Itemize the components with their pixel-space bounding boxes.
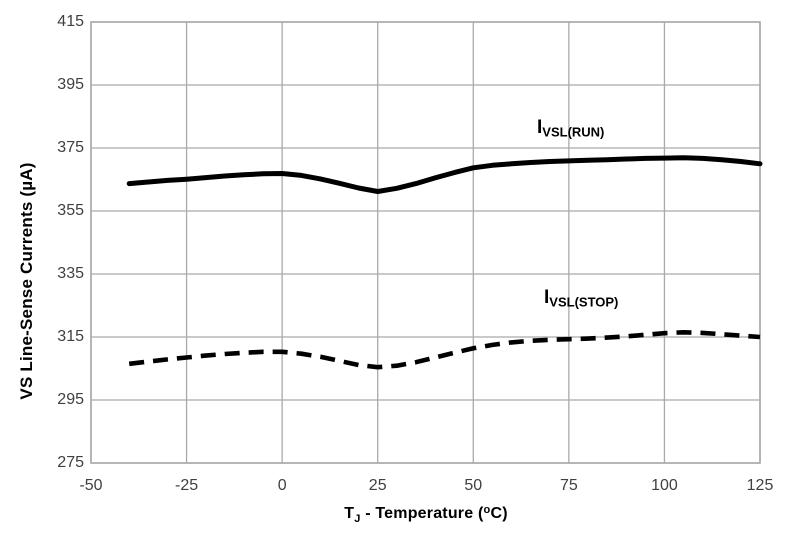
- y-axis-title-text: VS Line-Sense Currents (µA): [17, 162, 36, 400]
- x-axis-title-mid: - Temperature (: [360, 504, 484, 522]
- series-label-stop-symbol: I: [544, 287, 550, 308]
- series-label-run: IVSL(RUN): [537, 117, 604, 139]
- x-axis-title-subscript: J: [354, 512, 361, 525]
- x-axis-title-superscript: o: [483, 504, 491, 516]
- series-label-run-subscript: VSL(RUN): [542, 124, 605, 140]
- series-label-stop-subscript: VSL(STOP): [549, 294, 619, 310]
- x-axis-title-suffix: C): [490, 504, 508, 522]
- series-label-run-symbol: I: [537, 117, 543, 138]
- series-label-stop: IVSL(STOP): [544, 287, 618, 309]
- x-axis-title-prefix: T: [344, 504, 355, 522]
- x-axis-title: TJ - Temperature (oC): [0, 504, 794, 525]
